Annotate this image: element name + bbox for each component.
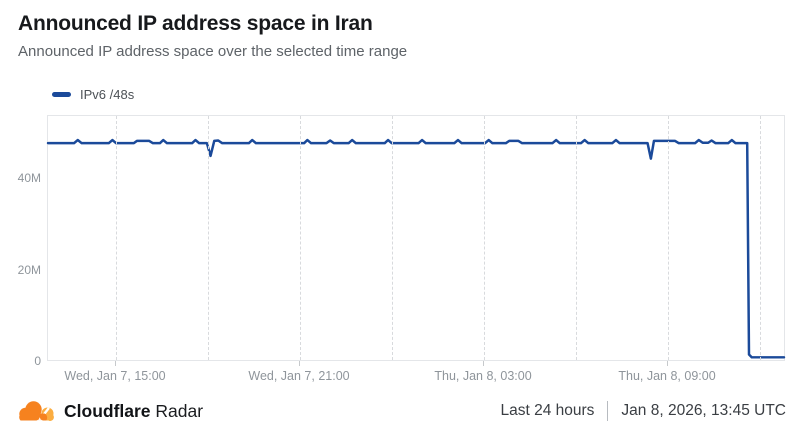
vertical-gridline bbox=[484, 116, 485, 360]
vertical-gridline bbox=[116, 116, 117, 360]
time-range-row: Last 24 hours Jan 8, 2026, 13:45 UTC bbox=[500, 401, 786, 421]
vertical-gridline bbox=[392, 116, 393, 360]
legend-item-label[interactable]: IPv6 /48s bbox=[80, 87, 135, 102]
vertical-gridline bbox=[668, 116, 669, 360]
x-axis-tick bbox=[115, 361, 116, 366]
vertical-gridline bbox=[760, 116, 761, 360]
time-range-label: Last 24 hours bbox=[500, 402, 595, 419]
brand-cloudflare: Cloudflare bbox=[64, 400, 151, 421]
y-axis-tick-label: 0 bbox=[34, 354, 41, 368]
x-axis-tick-label: Wed, Jan 7, 21:00 bbox=[248, 369, 350, 383]
x-axis-tick-label: Thu, Jan 8, 03:00 bbox=[434, 369, 532, 383]
y-axis-tick-label: 40M bbox=[17, 171, 41, 186]
x-axis-tick bbox=[483, 361, 484, 366]
cloudflare-logo-icon bbox=[19, 400, 54, 424]
brand[interactable]: Cloudflare Radar bbox=[16, 398, 203, 425]
x-axis-tick-label: Wed, Jan 7, 15:00 bbox=[64, 369, 166, 383]
range-divider bbox=[607, 401, 609, 421]
line-chart-svg bbox=[46, 138, 786, 359]
legend-line-swatch[interactable] bbox=[52, 92, 71, 97]
timestamp-label: Jan 8, 2026, 13:45 UTC bbox=[621, 402, 786, 419]
page-title: Announced IP address space in Iran bbox=[18, 12, 373, 35]
footer: Cloudflare Radar Last 24 hours Jan 8, 20… bbox=[16, 395, 786, 427]
plot-area[interactable] bbox=[46, 115, 786, 361]
legend: IPv6 /48s bbox=[52, 87, 134, 102]
x-axis-tick bbox=[299, 361, 300, 366]
x-axis-tick-label: Thu, Jan 8, 09:00 bbox=[618, 369, 716, 383]
vertical-gridline bbox=[300, 116, 301, 360]
x-axis-tick bbox=[667, 361, 668, 366]
y-axis-tick-label: 20M bbox=[17, 262, 41, 277]
vertical-gridline bbox=[208, 116, 209, 360]
series-line-ipv6-48s bbox=[46, 138, 786, 359]
page-subtitle: Announced IP address space over the sele… bbox=[18, 43, 408, 60]
brand-radar: Radar bbox=[155, 400, 204, 421]
vertical-gridline bbox=[576, 116, 577, 360]
brand-text: Cloudflare Radar bbox=[64, 401, 203, 422]
